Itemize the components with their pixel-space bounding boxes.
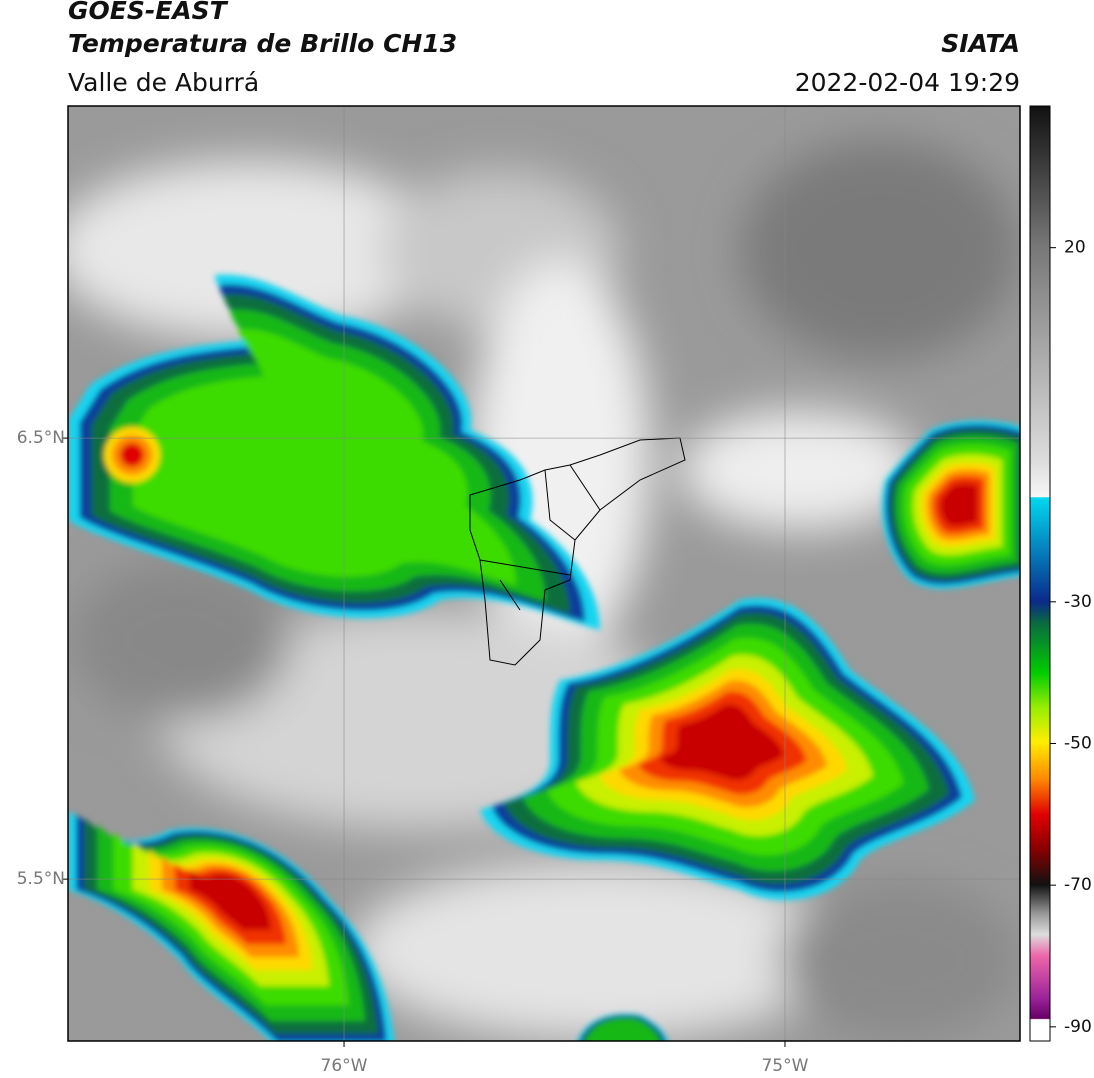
colorbar-tick-label: -30: [1064, 592, 1092, 612]
map-frame: [67, 105, 1021, 1042]
cloud-contour: [940, 483, 978, 526]
map-image: [68, 106, 1020, 1041]
datetime: 2022-02-04 19:29: [795, 68, 1020, 97]
colorbar-tick-label: -90: [1064, 1017, 1092, 1037]
colorbar-tick-label: -50: [1064, 734, 1092, 754]
colorbar-tick-label: 20: [1064, 238, 1086, 258]
y-tick-label: 6.5°N: [17, 428, 65, 448]
cloud-contour: [132, 329, 516, 586]
cloud-core: [120, 443, 144, 467]
title: GOES-EAST: [68, 0, 229, 25]
source: SIATA: [941, 29, 1020, 58]
colorbar-tick-label: -70: [1064, 875, 1092, 895]
region: Valle de Aburrá: [68, 68, 259, 97]
cloud-contour: [660, 704, 784, 780]
subtitle: Temperatura de Brillo CH13: [68, 29, 457, 58]
colorbar: [1029, 105, 1051, 1042]
y-tick-label: 5.5°N: [17, 869, 65, 889]
cloud-contour: [585, 1018, 660, 1041]
x-tick-label: 76°W: [321, 1056, 368, 1076]
x-tick-label: 75°W: [761, 1056, 808, 1076]
cloud-contour: [189, 870, 272, 930]
